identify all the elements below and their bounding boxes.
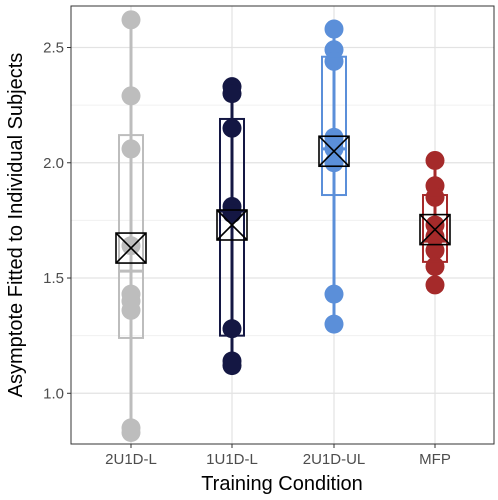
y-tick-label: 1.0 xyxy=(43,385,64,402)
mean-marker-cross xyxy=(115,232,147,264)
panel-border xyxy=(70,5,495,445)
data-point xyxy=(222,84,242,104)
x-tick-label: 2U1D-UL xyxy=(303,451,366,468)
mean-marker-square xyxy=(216,209,248,241)
data-point xyxy=(324,153,344,173)
data-point xyxy=(121,86,141,106)
data-point xyxy=(222,203,242,223)
box xyxy=(321,55,347,197)
data-point xyxy=(324,314,344,334)
data-point xyxy=(121,300,141,320)
data-point xyxy=(121,139,141,159)
mean-marker-cross xyxy=(318,135,350,167)
data-point xyxy=(222,356,242,376)
data-point xyxy=(324,284,344,304)
data-point xyxy=(222,319,242,339)
data-point xyxy=(425,275,445,295)
x-tick-label: 2U1D-L xyxy=(105,451,157,468)
data-point xyxy=(121,422,141,442)
x-tick-label: MFP xyxy=(419,451,451,468)
mean-marker-square xyxy=(318,135,350,168)
data-point xyxy=(121,10,141,30)
x-axis-title: Training Condition xyxy=(201,473,363,495)
mean-marker-cross xyxy=(419,214,451,246)
data-point xyxy=(324,51,344,71)
data-point xyxy=(324,19,344,39)
y-tick-label: 2.0 xyxy=(43,155,64,172)
mean-marker-square xyxy=(419,213,451,246)
y-axis-title: Asymptote Fitted to Individual Subjects xyxy=(5,53,27,398)
y-tick-label: 2.5 xyxy=(43,39,64,56)
data-point xyxy=(121,236,141,256)
data-point xyxy=(425,240,445,260)
data-point xyxy=(425,187,445,207)
data-point xyxy=(425,256,445,276)
axis-ticks: 1.0 1.5 2.0 2.5 2U1D-L 1U1D-L 2U1D-UL MFP xyxy=(43,39,451,468)
y-tick-label: 1.5 xyxy=(43,270,64,287)
box xyxy=(422,194,448,263)
mean-marker-square xyxy=(115,232,147,264)
box xyxy=(219,117,245,337)
data-point xyxy=(425,150,445,170)
data-point xyxy=(222,118,242,138)
mean-marker-cross xyxy=(216,209,248,241)
marks xyxy=(115,10,451,442)
x-tick-label: 1U1D-L xyxy=(206,451,258,468)
